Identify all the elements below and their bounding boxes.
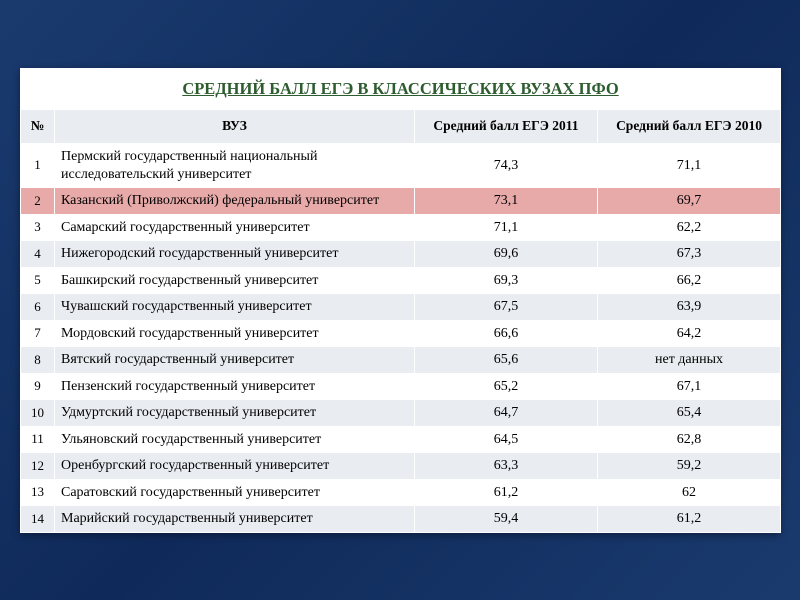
cell-score-2011: 74,3 — [415, 144, 598, 188]
col-name: ВУЗ — [55, 110, 415, 144]
table-row: 8Вятский государственный университет65,6… — [21, 347, 781, 374]
cell-score-2011: 64,7 — [415, 400, 598, 427]
cell-num: 5 — [21, 267, 55, 294]
table-row: 4Нижегородский государственный университ… — [21, 241, 781, 268]
cell-score-2010: 71,1 — [598, 144, 781, 188]
cell-name: Чувашский государственный университет — [55, 294, 415, 321]
cell-name: Казанский (Приволжский) федеральный унив… — [55, 188, 415, 215]
table-row: 6Чувашский государственный университет67… — [21, 294, 781, 321]
cell-name: Удмуртский государственный университет — [55, 400, 415, 427]
cell-num: 4 — [21, 241, 55, 268]
cell-num: 2 — [21, 188, 55, 215]
table-row: 14Марийский государственный университет5… — [21, 506, 781, 533]
cell-score-2010: 64,2 — [598, 320, 781, 347]
cell-name: Саратовский государственный университет — [55, 479, 415, 506]
col-2010: Средний балл ЕГЭ 2010 — [598, 110, 781, 144]
cell-score-2011: 73,1 — [415, 188, 598, 215]
table-row: 12Оренбургский государственный университ… — [21, 453, 781, 480]
cell-score-2011: 67,5 — [415, 294, 598, 321]
cell-name: Пермский государственный национальный ис… — [55, 144, 415, 188]
cell-num: 3 — [21, 214, 55, 241]
cell-name: Ульяновский государственный университет — [55, 426, 415, 453]
cell-num: 10 — [21, 400, 55, 427]
cell-score-2011: 65,6 — [415, 347, 598, 374]
cell-score-2010: 66,2 — [598, 267, 781, 294]
table-row: 2Казанский (Приволжский) федеральный уни… — [21, 188, 781, 215]
cell-score-2011: 69,6 — [415, 241, 598, 268]
cell-score-2010: 62,2 — [598, 214, 781, 241]
cell-num: 6 — [21, 294, 55, 321]
col-num: № — [21, 110, 55, 144]
table-title: СРЕДНИЙ БАЛЛ ЕГЭ В КЛАССИЧЕСКИХ ВУЗАХ ПФ… — [21, 68, 781, 110]
cell-score-2011: 59,4 — [415, 506, 598, 533]
table-row: 5Башкирский государственный университет6… — [21, 267, 781, 294]
cell-score-2011: 63,3 — [415, 453, 598, 480]
table-row: 10Удмуртский государственный университет… — [21, 400, 781, 427]
cell-score-2010: 69,7 — [598, 188, 781, 215]
table-row: 9Пензенский государственный университет6… — [21, 373, 781, 400]
scores-table: СРЕДНИЙ БАЛЛ ЕГЭ В КЛАССИЧЕСКИХ ВУЗАХ ПФ… — [20, 68, 781, 533]
cell-score-2010: нет данных — [598, 347, 781, 374]
cell-num: 14 — [21, 506, 55, 533]
cell-name: Мордовский государственный университет — [55, 320, 415, 347]
table-row: 1Пермский государственный национальный и… — [21, 144, 781, 188]
table-card: СРЕДНИЙ БАЛЛ ЕГЭ В КЛАССИЧЕСКИХ ВУЗАХ ПФ… — [20, 68, 780, 533]
title-row: СРЕДНИЙ БАЛЛ ЕГЭ В КЛАССИЧЕСКИХ ВУЗАХ ПФ… — [21, 68, 781, 110]
cell-score-2010: 65,4 — [598, 400, 781, 427]
cell-num: 7 — [21, 320, 55, 347]
cell-score-2011: 61,2 — [415, 479, 598, 506]
cell-num: 1 — [21, 144, 55, 188]
cell-score-2010: 67,3 — [598, 241, 781, 268]
table-row: 13Саратовский государственный университе… — [21, 479, 781, 506]
header-row: № ВУЗ Средний балл ЕГЭ 2011 Средний балл… — [21, 110, 781, 144]
cell-name: Самарский государственный университет — [55, 214, 415, 241]
cell-score-2011: 69,3 — [415, 267, 598, 294]
cell-score-2010: 59,2 — [598, 453, 781, 480]
cell-num: 11 — [21, 426, 55, 453]
cell-score-2011: 64,5 — [415, 426, 598, 453]
cell-score-2010: 62 — [598, 479, 781, 506]
cell-num: 8 — [21, 347, 55, 374]
cell-num: 9 — [21, 373, 55, 400]
cell-name: Оренбургский государственный университет — [55, 453, 415, 480]
cell-name: Нижегородский государственный университе… — [55, 241, 415, 268]
cell-score-2010: 62,8 — [598, 426, 781, 453]
table-row: 3Самарский государственный университет71… — [21, 214, 781, 241]
cell-score-2010: 63,9 — [598, 294, 781, 321]
table-row: 7Мордовский государственный университет6… — [21, 320, 781, 347]
cell-num: 12 — [21, 453, 55, 480]
cell-score-2011: 65,2 — [415, 373, 598, 400]
col-2011: Средний балл ЕГЭ 2011 — [415, 110, 598, 144]
cell-num: 13 — [21, 479, 55, 506]
table-row: 11Ульяновский государственный университе… — [21, 426, 781, 453]
cell-name: Башкирский государственный университет — [55, 267, 415, 294]
cell-score-2010: 61,2 — [598, 506, 781, 533]
cell-score-2011: 71,1 — [415, 214, 598, 241]
cell-name: Марийский государственный университет — [55, 506, 415, 533]
cell-score-2011: 66,6 — [415, 320, 598, 347]
cell-name: Пензенский государственный университет — [55, 373, 415, 400]
cell-score-2010: 67,1 — [598, 373, 781, 400]
cell-name: Вятский государственный университет — [55, 347, 415, 374]
